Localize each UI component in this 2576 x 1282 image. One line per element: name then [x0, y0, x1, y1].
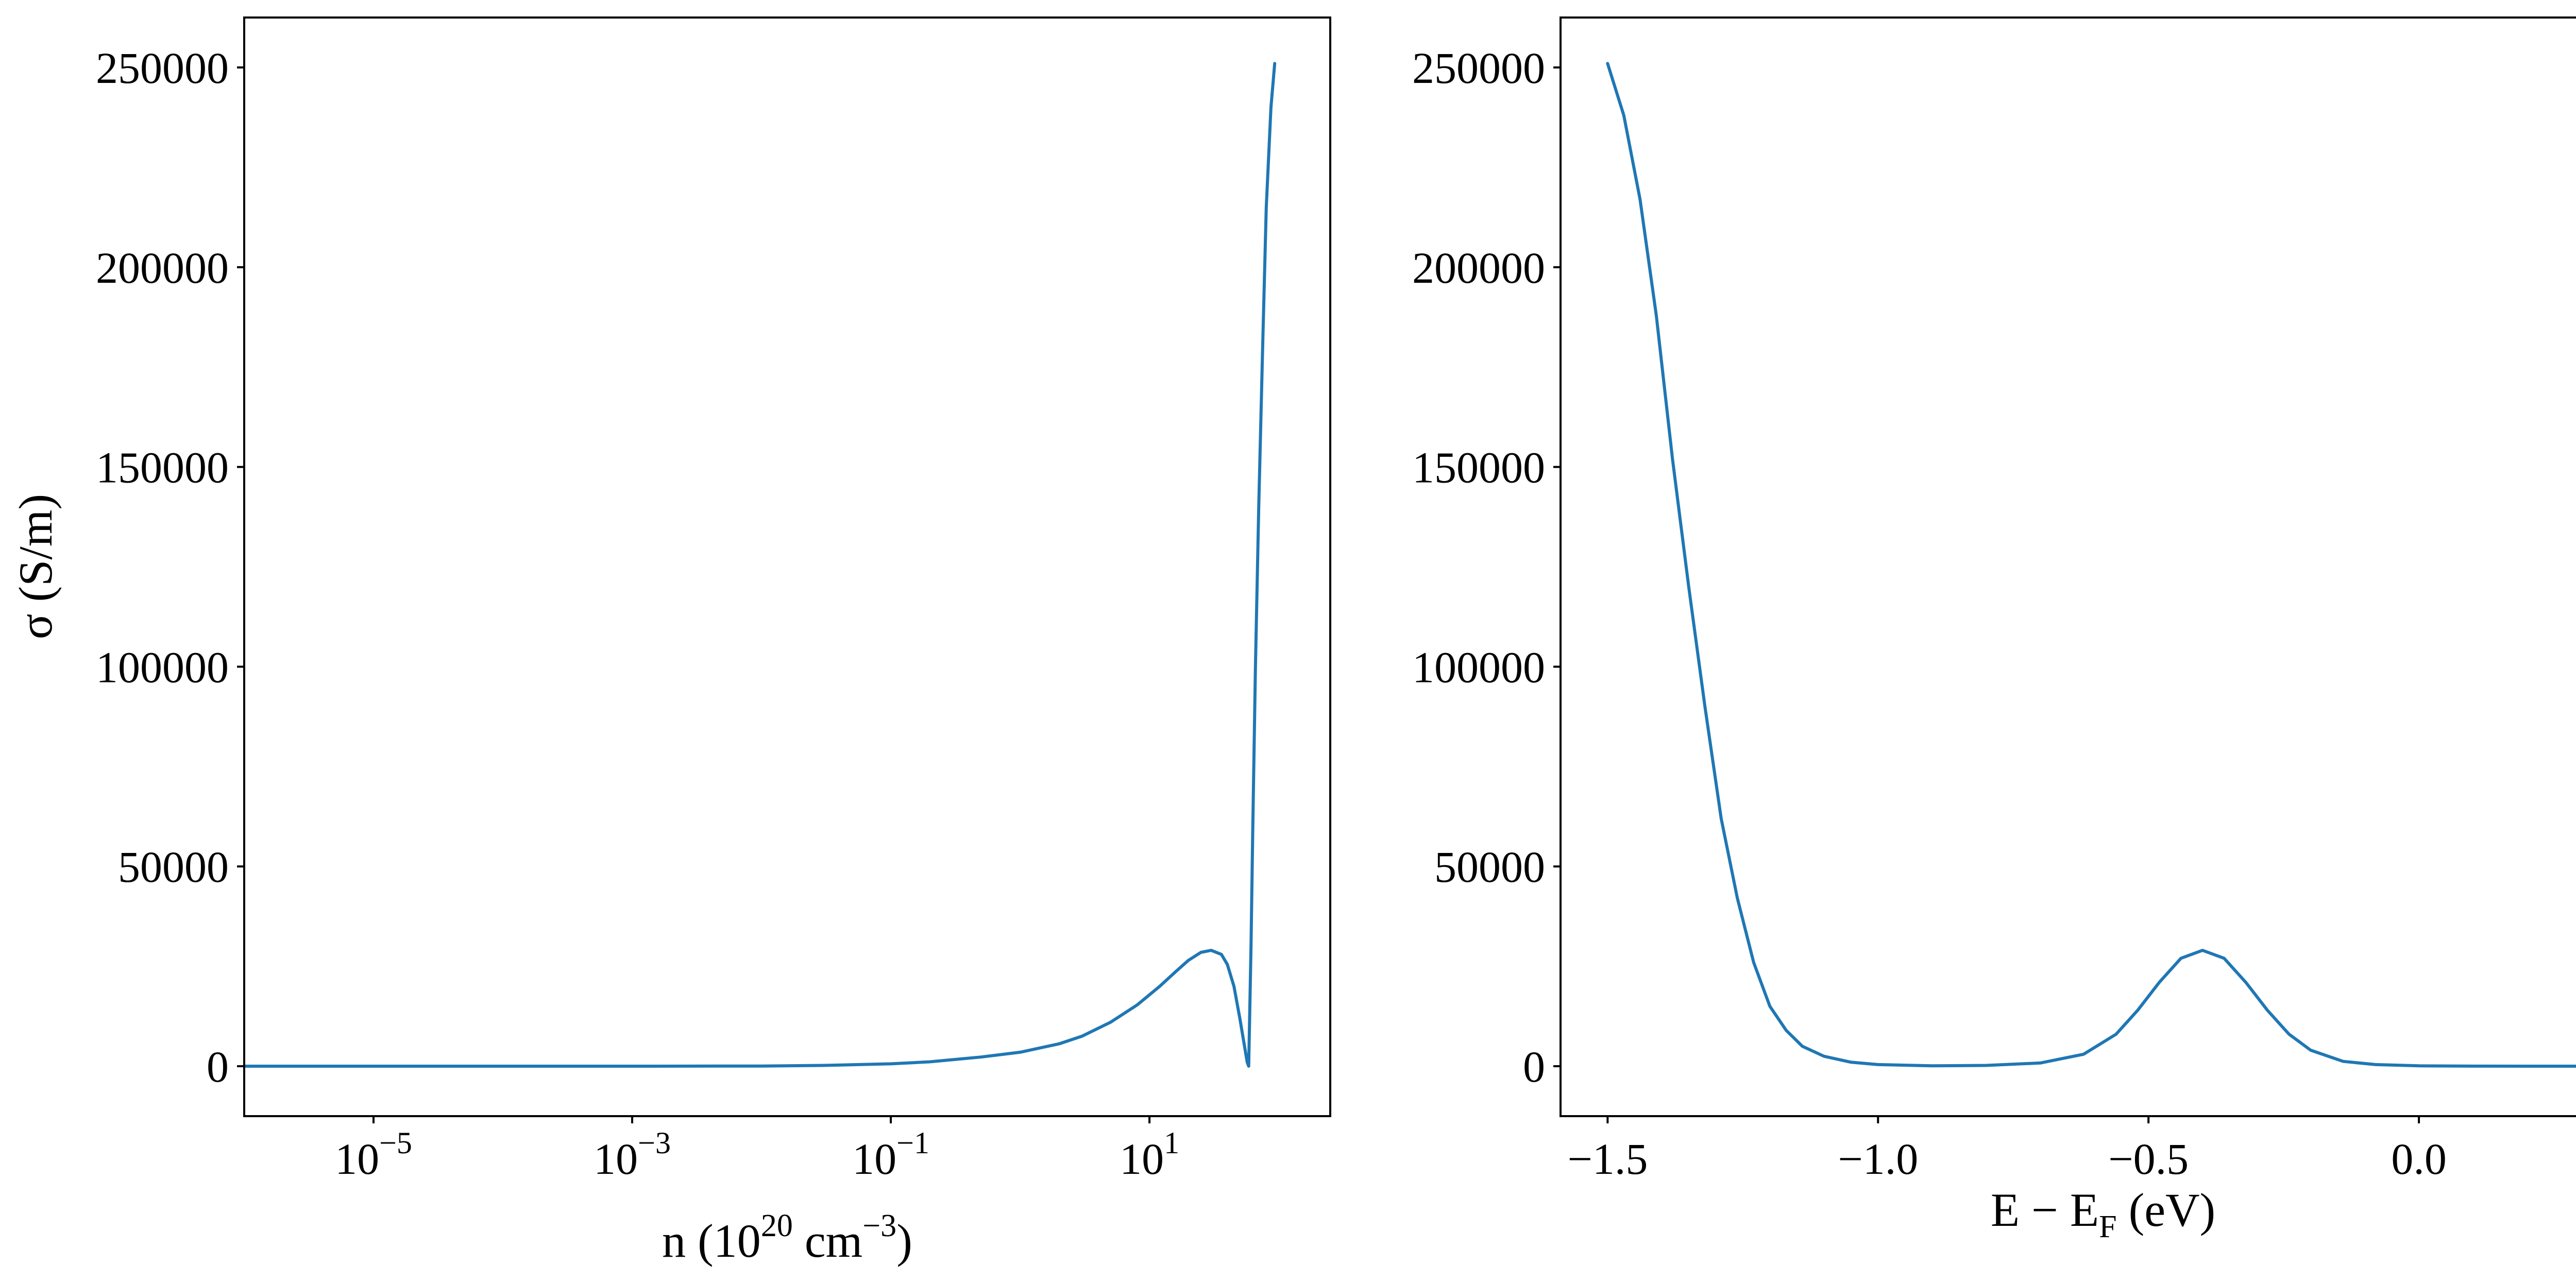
- x-tick-label: 101: [1120, 1126, 1179, 1184]
- left-chart-frame: [243, 16, 1331, 1117]
- y-tick-label: 150000: [96, 443, 229, 492]
- left-chart-series-layer: [243, 62, 1277, 1068]
- right-chart-x-axis-label: E − EF (eV): [1991, 1184, 2215, 1244]
- right-chart-series-layer: [1606, 62, 2576, 1068]
- x-tick-label: 10−3: [594, 1126, 671, 1184]
- y-tick-label: 250000: [1412, 43, 1545, 93]
- series-line: [243, 62, 1277, 1068]
- x-tick-label: 0.0: [2391, 1134, 2447, 1184]
- y-tick-label: 100000: [1412, 642, 1545, 692]
- right-chart-x-ticks: −1.5 −1.0 −0.5 0.0: [1567, 1116, 2447, 1184]
- x-tick-label: −1.0: [1838, 1134, 1918, 1184]
- y-tick-label: 0: [207, 1042, 229, 1091]
- y-tick-label: 250000: [96, 43, 229, 93]
- left-chart-x-axis-label: n (1020 cm−3): [662, 1208, 912, 1267]
- series-line: [1606, 62, 2576, 1068]
- y-tick-label: 150000: [1412, 443, 1545, 492]
- y-tick-label: 100000: [96, 642, 229, 692]
- x-tick-label: −0.5: [2108, 1134, 2189, 1184]
- y-tick-label: 0: [1523, 1042, 1545, 1091]
- x-tick-label: 10−5: [335, 1126, 412, 1184]
- y-tick-label: 50000: [1434, 842, 1545, 892]
- y-tick-label: 200000: [1412, 243, 1545, 293]
- right-chart-y-ticks: 0 50000 100000 150000 200000 250000: [1412, 43, 1561, 1091]
- y-tick-label: 200000: [96, 243, 229, 293]
- x-tick-label: 10−1: [852, 1126, 929, 1184]
- y-tick-label: 50000: [118, 842, 229, 892]
- left-chart-y-axis-label: σ (S/m): [9, 494, 62, 639]
- left-chart-x-ticks: 10−5 10−3 10−1 101: [335, 1116, 1179, 1184]
- x-tick-label: −1.5: [1567, 1134, 1648, 1184]
- left-chart-y-ticks: 0 50000 100000 150000 200000 250000: [96, 43, 244, 1091]
- right-chart-frame: [1560, 16, 2576, 1117]
